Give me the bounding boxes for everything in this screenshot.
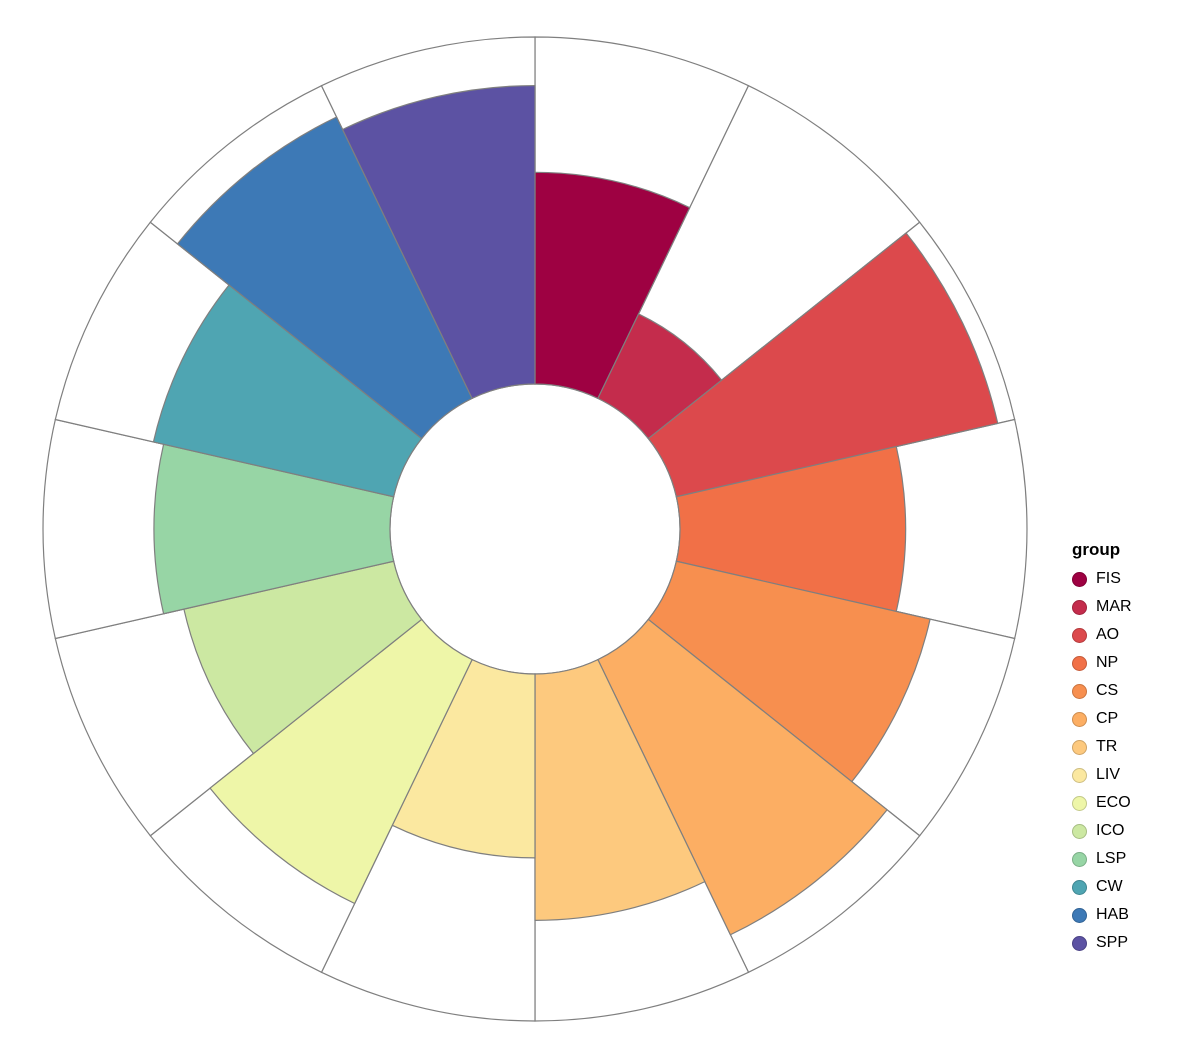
legend-swatch-NP — [1072, 655, 1087, 671]
petal-FIS — [534, 171, 691, 400]
legend-swatch-FIS — [1072, 571, 1087, 587]
legend-item-TR: TR — [1072, 733, 1132, 761]
chart-legend: group FIS MAR AO NP CS CP TR LIV ECO ICO LSP CW HAB S… — [1072, 540, 1132, 957]
legend-item-CS: CS — [1072, 677, 1132, 705]
legend-swatch-LSP — [1072, 851, 1087, 867]
legend-item-label: LSP — [1096, 850, 1127, 867]
legend-item-ICO: ICO — [1072, 817, 1132, 845]
legend-item-label: ICO — [1096, 822, 1125, 839]
legend-item-FIS: FIS — [1072, 565, 1132, 593]
legend-item-label: LIV — [1096, 766, 1121, 783]
legend-swatch-ECO — [1072, 795, 1087, 811]
legend-item-label: CS — [1096, 682, 1119, 699]
legend-item-label: FIS — [1096, 570, 1121, 587]
petal-SPP — [341, 84, 536, 400]
petal-CP — [597, 618, 888, 936]
legend-swatch-SPP — [1072, 935, 1087, 951]
legend-swatch-CW — [1072, 879, 1087, 895]
legend-swatch-TR — [1072, 739, 1087, 755]
legend-item-AO: AO — [1072, 621, 1132, 649]
legend-swatch-HAB — [1072, 907, 1087, 923]
legend-item-LSP: LSP — [1072, 845, 1132, 873]
legend-swatch-ICO — [1072, 823, 1087, 839]
legend-item-HAB: HAB — [1072, 901, 1132, 929]
legend-item-label: MAR — [1096, 598, 1132, 615]
legend-item-MAR: MAR — [1072, 593, 1132, 621]
legend-item-label: NP — [1096, 654, 1119, 671]
legend-item-label: CW — [1096, 878, 1123, 895]
legend-item-CW: CW — [1072, 873, 1132, 901]
legend-item-list: FIS MAR AO NP CS CP TR LIV ECO ICO LSP CW HAB SPP — [1072, 565, 1132, 957]
legend-title: group — [1072, 540, 1121, 559]
petal-AO — [647, 232, 999, 498]
legend-swatch-CS — [1072, 683, 1087, 699]
petal-HAB — [176, 116, 473, 440]
legend-item-label: ECO — [1096, 794, 1131, 811]
legend-item-label: SPP — [1096, 934, 1129, 951]
legend-item-label: TR — [1096, 738, 1118, 755]
legend-swatch-MAR — [1072, 599, 1087, 615]
legend-item-NP: NP — [1072, 649, 1132, 677]
petal-ECO — [209, 618, 473, 905]
legend-item-ECO: ECO — [1072, 789, 1132, 817]
legend-item-label: CP — [1096, 710, 1119, 727]
legend-item-CP: CP — [1072, 705, 1132, 733]
legend-item-LIV: LIV — [1072, 761, 1132, 789]
legend-item-label: HAB — [1096, 906, 1129, 923]
legend-swatch-CP — [1072, 711, 1087, 727]
legend-item-label: AO — [1096, 626, 1120, 643]
petal-TR — [534, 658, 706, 921]
legend-item-SPP: SPP — [1072, 929, 1132, 957]
legend-swatch-AO — [1072, 627, 1087, 643]
legend-swatch-LIV — [1072, 767, 1087, 783]
